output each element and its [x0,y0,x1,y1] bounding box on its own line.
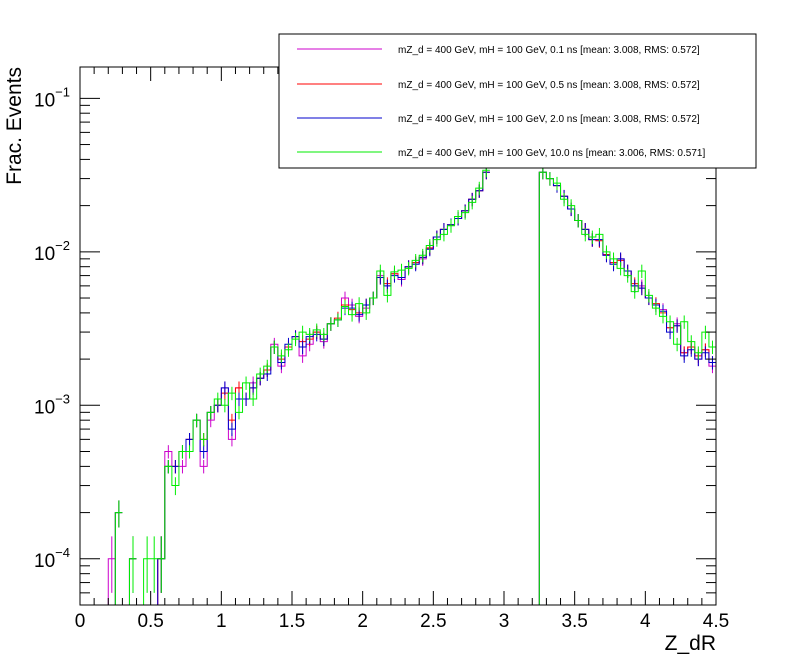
series-line-3 [114,169,716,605]
x-tick-label: 2 [357,611,368,632]
y-tick-label: 10−2 [34,238,70,265]
x-tick-label: 1.5 [279,611,305,632]
x-tick-label: 3.5 [561,611,587,632]
y-tick-label: 10−1 [34,84,70,111]
legend-entries: mZ_d = 400 GeV, mH = 100 GeV, 0.1 ns [me… [297,45,705,159]
legend-entry-2: mZ_d = 400 GeV, mH = 100 GeV, 2.0 ns [me… [398,114,700,125]
series-layer [107,163,716,605]
legend-entry-1: mZ_d = 400 GeV, mH = 100 GeV, 0.5 ns [me… [398,80,700,91]
y-tick-label: 10−4 [34,545,70,572]
legend: mZ_d = 400 GeV, mH = 100 GeV, 0.1 ns [me… [278,33,757,169]
x-tick-labels: 0 0.5 1 1.5 2 2.5 3 3.5 4 4.5 [75,611,730,632]
x-tick-label: 0 [75,611,86,632]
x-tick-label: 0.5 [137,611,163,632]
legend-box [278,33,757,169]
legend-entry-0: mZ_d = 400 GeV, mH = 100 GeV, 0.1 ns [me… [398,45,700,56]
x-tick-label: 3 [499,611,510,632]
y-tick-labels: 10−4 10−3 10−2 10−1 [34,84,70,571]
x-tick-label: 4.5 [703,611,729,632]
x-tick-label: 1 [216,611,227,632]
x-axis-title: Z_dR [665,632,716,655]
series-3 [114,163,716,605]
x-tick-label: 4 [640,611,651,632]
y-axis-title: Frac. Events [3,67,26,185]
x-tick-label: 2.5 [420,611,446,632]
y-tick-label: 10−3 [34,391,70,418]
legend-entry-3: mZ_d = 400 GeV, mH = 100 GeV, 10.0 ns [m… [398,148,705,159]
